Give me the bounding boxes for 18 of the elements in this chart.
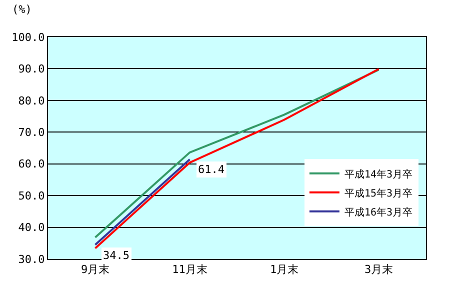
legend-label: 平成14年3月卒 (344, 168, 413, 180)
y-tick-label: 90.0 (18, 62, 45, 76)
y-tick-label: 70.0 (18, 126, 45, 139)
data-label: 61.4 (198, 163, 225, 176)
y-axis-title: (%) (12, 3, 32, 16)
y-tick-label: 80.0 (18, 94, 45, 108)
x-tick-label: 1月末 (270, 263, 299, 276)
x-tick-label: 11月末 (172, 263, 208, 276)
data-label: 34.5 (103, 249, 130, 262)
x-tick-label: 3月末 (364, 263, 394, 276)
y-tick-label: 60.0 (18, 158, 45, 171)
x-tick-label: 9月末 (80, 263, 110, 276)
y-tick-label: 50.0 (18, 189, 45, 202)
y-tick-label: 40.0 (18, 221, 45, 234)
legend-label: 平成16年3月卒 (344, 206, 413, 218)
y-tick-label: 30.0 (18, 252, 45, 266)
legend-label: 平成15年3月卒 (344, 187, 413, 200)
y-tick-label: 100.0 (12, 30, 45, 44)
